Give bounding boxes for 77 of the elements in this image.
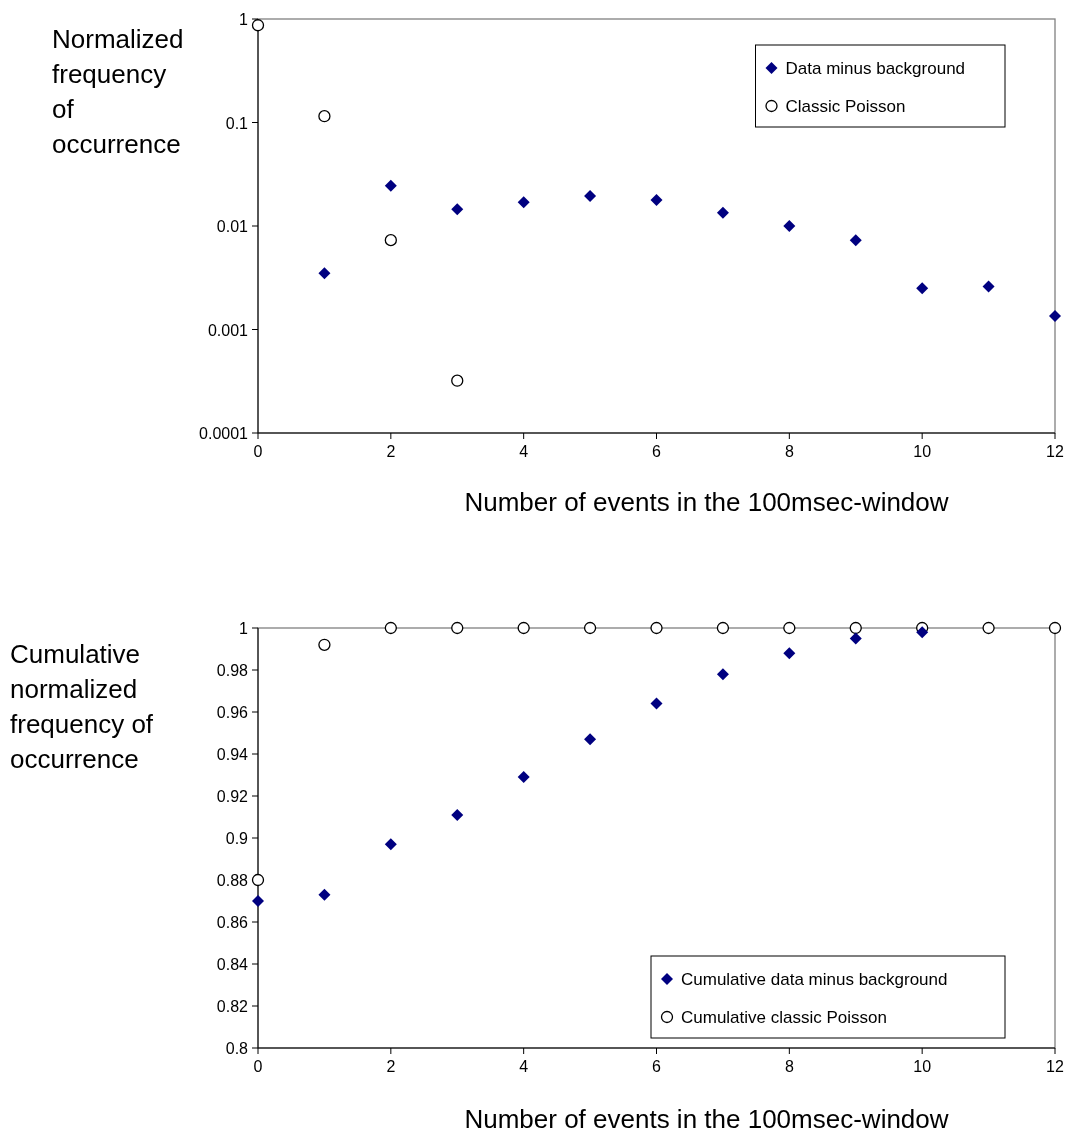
point: [849, 632, 862, 645]
point: [318, 638, 331, 651]
point: [384, 179, 397, 192]
point: [584, 189, 597, 202]
point: [451, 621, 464, 635]
point: [783, 220, 796, 232]
legend-label: Data minus background: [785, 59, 966, 78]
y-tick-label: 1: [239, 11, 249, 28]
point: [384, 234, 397, 247]
legend-label: Cumulative classic Poisson: [681, 1008, 887, 1027]
y-tick-label: 0.88: [216, 872, 249, 889]
y-tick-label: 0.92: [216, 788, 249, 805]
x-axis-title: Number of events in the 100msec-window: [464, 1104, 949, 1134]
x-tick-label: 6: [652, 443, 662, 460]
point: [716, 206, 729, 219]
point: [783, 647, 796, 660]
point: [1048, 621, 1062, 635]
point: [451, 374, 464, 387]
x-tick-label: 4: [519, 1058, 529, 1075]
point: [783, 621, 796, 635]
point: [251, 873, 265, 887]
x-tick-label: 0: [253, 1058, 263, 1075]
x-tick-label: 12: [1046, 443, 1064, 460]
point: [384, 838, 397, 851]
y-tick-label: 0.8: [225, 1040, 249, 1057]
y-tick-label: 0.84: [216, 956, 249, 973]
point: [517, 771, 530, 784]
point: [451, 808, 464, 821]
y-tick-label: 0.0001: [199, 425, 249, 442]
x-tick-label: 6: [652, 1058, 662, 1075]
point: [849, 234, 862, 247]
x-tick-label: 2: [386, 443, 396, 460]
point: [650, 621, 663, 635]
point: [916, 282, 929, 295]
y-tick-label: 0.001: [207, 321, 249, 339]
point: [318, 110, 331, 123]
point: [716, 621, 730, 635]
y-tick-label: 0.1: [225, 114, 249, 132]
point: [982, 280, 995, 293]
y-tick-label: 0.01: [216, 218, 249, 235]
x-tick-label: 8: [784, 443, 794, 460]
y-tick-label: 0.96: [216, 704, 249, 721]
y-tick-label: 0.9: [225, 830, 249, 847]
point: [982, 621, 995, 635]
y-tick-label: 0.98: [216, 662, 249, 679]
point: [583, 621, 597, 635]
point: [517, 621, 530, 635]
x-axis-title: Number of events in the 100msec-window: [464, 487, 949, 517]
y-axis-title: Cumulative normalized frequency of occurrence: [10, 639, 154, 774]
x-tick-label: 4: [519, 443, 529, 460]
y-tick-label: 0.86: [216, 914, 249, 931]
x-tick-label: 2: [386, 1058, 396, 1075]
legend-label: Classic Poisson: [785, 97, 906, 116]
y-tick-label: 0.94: [216, 746, 249, 763]
x-tick-label: 8: [784, 1058, 794, 1075]
x-tick-label: 0: [253, 443, 263, 460]
point: [384, 621, 397, 635]
x-tick-label: 10: [913, 1058, 932, 1075]
point: [517, 196, 530, 209]
point: [584, 733, 597, 746]
x-tick-label: 10: [913, 443, 932, 460]
point: [318, 267, 331, 280]
point: [916, 626, 929, 639]
legend-label: Cumulative data minus background: [681, 970, 948, 989]
y-tick-label: 1: [239, 620, 249, 637]
point: [849, 621, 862, 635]
y-tick-label: 0.82: [216, 998, 249, 1015]
point: [650, 697, 663, 710]
point: [252, 895, 264, 907]
point: [650, 194, 663, 207]
point: [1049, 310, 1061, 323]
x-tick-label: 12: [1046, 1058, 1064, 1075]
point: [451, 203, 464, 216]
y-axis-title: Normalized frequency of occurrence: [52, 24, 184, 159]
point: [251, 19, 265, 32]
point: [716, 668, 729, 681]
point: [318, 888, 331, 901]
